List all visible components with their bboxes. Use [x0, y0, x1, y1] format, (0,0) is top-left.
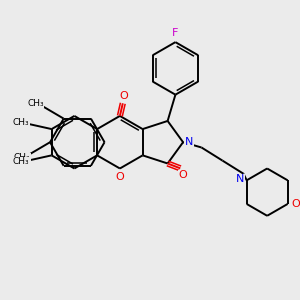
Text: O: O [119, 91, 128, 100]
Text: N: N [185, 137, 193, 147]
Text: CH₃: CH₃ [27, 98, 44, 107]
Text: CH₃: CH₃ [14, 153, 30, 162]
Text: F: F [172, 28, 178, 38]
Text: O: O [116, 172, 124, 182]
Text: CH₃: CH₃ [13, 157, 29, 166]
Text: CH₃: CH₃ [13, 118, 29, 127]
Text: N: N [236, 174, 244, 184]
Text: O: O [179, 170, 188, 180]
Text: O: O [291, 199, 300, 209]
